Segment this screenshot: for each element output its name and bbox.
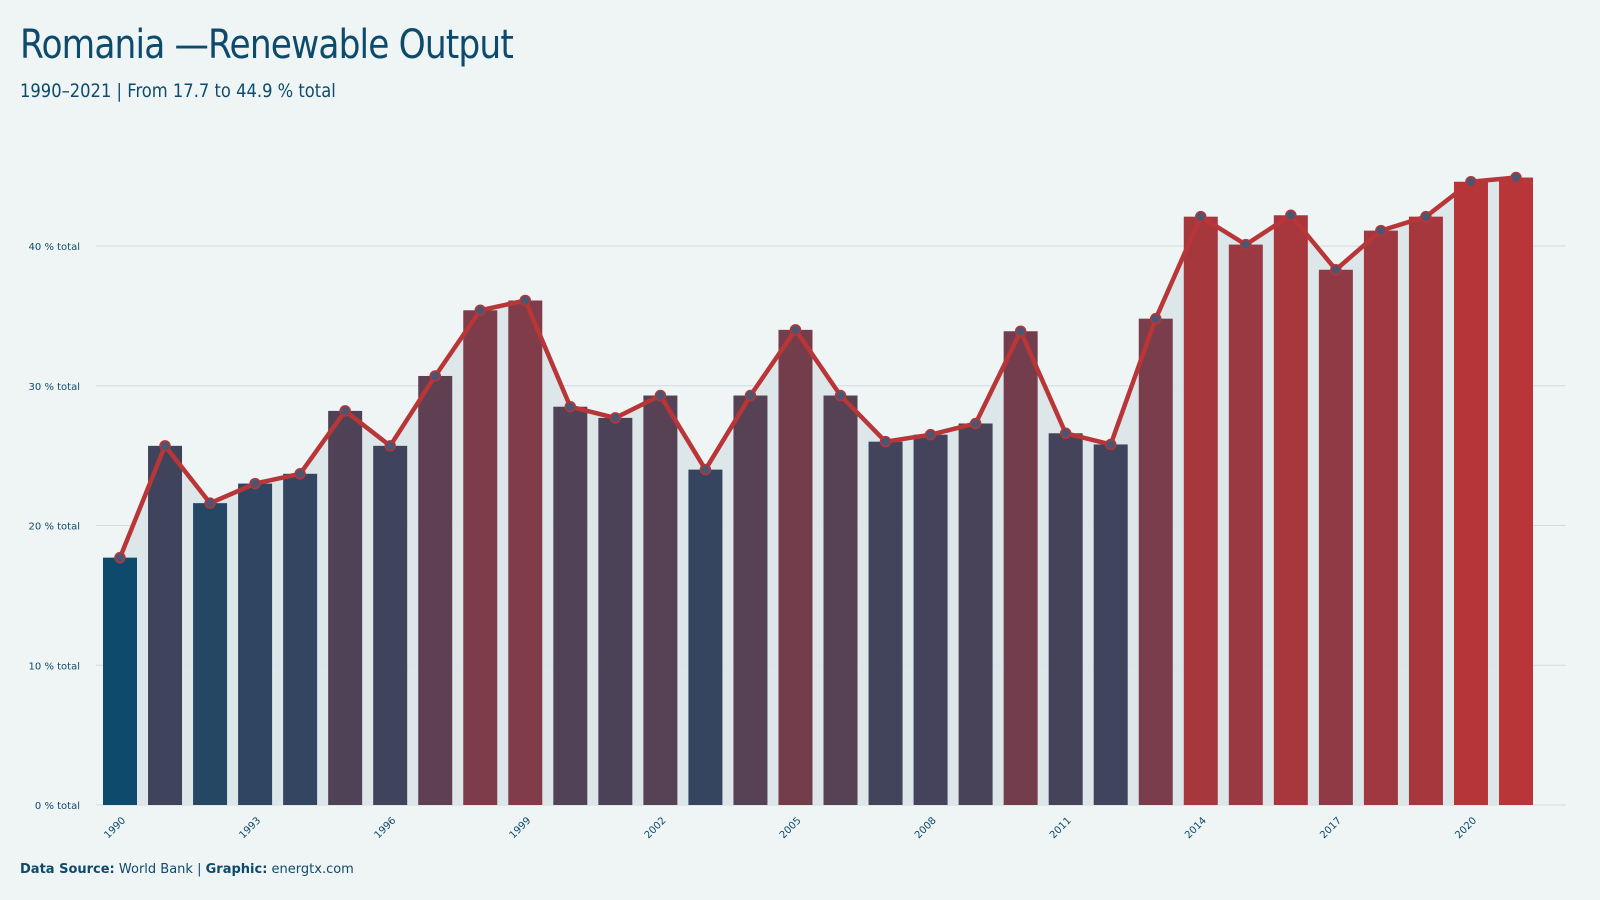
bar-1992 xyxy=(193,503,228,805)
x-tick-label: 1993 xyxy=(237,815,263,841)
bar-2014 xyxy=(1183,216,1218,806)
x-tick-label: 1996 xyxy=(373,815,399,841)
bar-1996 xyxy=(373,445,408,805)
bar-2015 xyxy=(1228,244,1263,806)
bar-1998 xyxy=(463,310,498,805)
point-2003 xyxy=(699,463,712,476)
point-2001 xyxy=(609,412,622,424)
bar-1995 xyxy=(328,410,363,805)
point-1999 xyxy=(519,294,532,307)
point-2013 xyxy=(1149,312,1162,325)
point-1997 xyxy=(429,370,441,382)
point-1996 xyxy=(384,440,396,452)
bar-2012 xyxy=(1093,444,1128,805)
point-2014 xyxy=(1195,210,1207,223)
point-2017 xyxy=(1330,264,1342,276)
bar-2001 xyxy=(598,417,633,805)
bar-1994 xyxy=(283,473,318,805)
graphic-label: Graphic: xyxy=(205,862,268,877)
point-1998 xyxy=(474,304,487,317)
series-line xyxy=(117,175,1517,559)
bar-2019 xyxy=(1408,216,1443,806)
bar-2005 xyxy=(778,329,813,805)
marker-layer xyxy=(114,171,1522,564)
bar-1997 xyxy=(418,375,453,805)
bar-2020 xyxy=(1453,181,1488,806)
x-tick-label: 2002 xyxy=(643,815,669,841)
chart-subtitle: 1990–2021 | From 17.7 to 44.9 % total xyxy=(20,80,336,102)
x-tick-label: 2008 xyxy=(913,815,939,841)
source-value: World Bank xyxy=(118,862,193,877)
bar-2021 xyxy=(1499,177,1533,805)
bar-1990 xyxy=(103,557,137,805)
bar-2002 xyxy=(643,395,678,805)
bar-2006 xyxy=(823,395,858,805)
y-tick-label: 30 % total xyxy=(29,382,80,393)
bar-2009 xyxy=(958,423,993,805)
chart-title: Romania —Renewable Output xyxy=(20,22,514,68)
point-2004 xyxy=(744,389,757,402)
bar-2007 xyxy=(868,441,903,805)
x-tick-label: 2014 xyxy=(1183,815,1209,841)
bar-1991 xyxy=(148,445,183,805)
point-2020 xyxy=(1465,175,1477,188)
x-tick-label: 2005 xyxy=(778,815,804,841)
x-tick-label: 2017 xyxy=(1318,815,1344,841)
x-tick-label: 1999 xyxy=(508,815,534,841)
y-tick-label: 40 % total xyxy=(29,242,80,253)
bar-2017 xyxy=(1318,269,1353,805)
line-layer xyxy=(117,175,1517,559)
point-1992 xyxy=(204,497,216,509)
graphic-value: energtx.com xyxy=(271,862,354,877)
y-tick-label: 0 % total xyxy=(35,801,80,812)
footer-credits: Data Source: World Bank | Graphic: energ… xyxy=(20,862,354,877)
point-2018 xyxy=(1375,224,1387,237)
y-tick-label: 20 % total xyxy=(29,522,80,533)
point-2007 xyxy=(879,435,892,448)
point-2008 xyxy=(924,428,937,441)
bar-2010 xyxy=(1003,331,1038,805)
point-2005 xyxy=(789,324,802,336)
x-tick-label: 1990 xyxy=(102,815,128,841)
bar-2008 xyxy=(913,434,948,805)
bar-1999 xyxy=(508,300,543,805)
x-tick-label: 2020 xyxy=(1453,815,1479,841)
point-2015 xyxy=(1240,238,1252,251)
point-2006 xyxy=(834,389,847,402)
bar-2013 xyxy=(1138,318,1173,805)
point-2000 xyxy=(564,400,577,413)
point-2019 xyxy=(1420,210,1432,223)
bar-1993 xyxy=(238,483,273,805)
point-1993 xyxy=(249,477,261,490)
point-1995 xyxy=(339,405,351,417)
bar-2000 xyxy=(553,406,588,805)
bar-2011 xyxy=(1048,433,1083,805)
y-tick-label: 10 % total xyxy=(29,661,80,672)
point-2021 xyxy=(1510,171,1522,184)
point-2012 xyxy=(1104,438,1117,451)
point-2002 xyxy=(654,389,667,402)
bar-2016 xyxy=(1273,215,1308,805)
bar-2018 xyxy=(1363,230,1398,805)
bar-2004 xyxy=(733,395,768,805)
point-1991 xyxy=(159,440,171,452)
point-2009 xyxy=(969,417,982,430)
point-1994 xyxy=(294,468,306,480)
point-2011 xyxy=(1059,427,1072,440)
source-label: Data Source: xyxy=(20,862,115,877)
point-2016 xyxy=(1285,209,1297,222)
footer-separator: | xyxy=(197,862,202,877)
bar-layer xyxy=(103,177,1533,806)
bar-2003 xyxy=(688,469,723,805)
point-1990 xyxy=(114,551,126,564)
point-2010 xyxy=(1014,325,1027,337)
x-tick-label: 2011 xyxy=(1048,815,1074,841)
